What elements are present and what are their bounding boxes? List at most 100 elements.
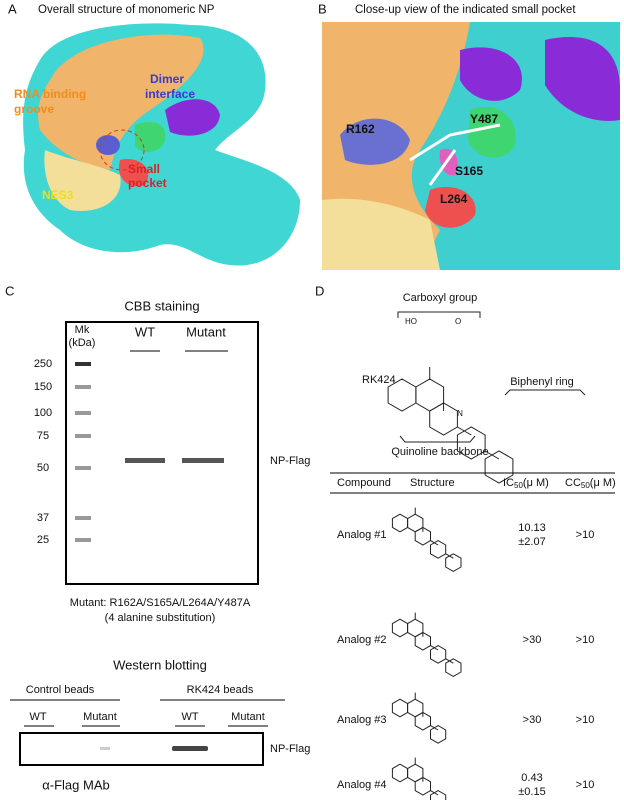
lane-label: Mutant	[83, 711, 117, 723]
band-label: NP-Flag	[270, 743, 310, 755]
region-label: pocket	[128, 176, 167, 190]
lane-label: WT	[181, 711, 198, 723]
marker-band	[75, 411, 91, 415]
surface-red	[425, 186, 476, 228]
region-label: groove	[14, 102, 54, 116]
note: (4 alanine substitution)	[105, 612, 216, 624]
annotation: Carboxyl group	[403, 292, 478, 304]
band-label: NP-Flag	[270, 455, 310, 467]
region-label: Dimer	[150, 72, 184, 86]
panel-title: Close-up view of the indicated small poc…	[355, 4, 576, 16]
table-header: Structure	[410, 477, 455, 489]
surface-purple	[165, 99, 220, 136]
table-body: Analog #1 10.13 ±2.07 >10 Analog #2 >30 >10 Ana…	[337, 507, 595, 800]
region-label: NES3	[42, 188, 74, 202]
ring	[429, 402, 458, 436]
protein-surface	[23, 23, 300, 266]
blot-title: CBB staining	[124, 298, 199, 313]
panel-letter: C	[5, 283, 14, 298]
marker-band	[75, 434, 91, 438]
compound-name: Analog #4	[337, 779, 387, 791]
lane-label: Mutant	[231, 711, 265, 723]
ic50-value: 10.13	[518, 522, 546, 534]
surface-yellow	[322, 198, 440, 270]
ring	[414, 526, 431, 546]
ic50-value: >30	[523, 634, 542, 646]
ring	[414, 711, 431, 731]
bracket	[397, 311, 481, 318]
lane-label: WT	[29, 711, 46, 723]
blot-title: Western blotting	[113, 657, 207, 672]
ic50-value: >30	[523, 714, 542, 726]
group-label: Control beads	[26, 684, 95, 696]
ring	[414, 776, 431, 796]
surface-green	[135, 121, 166, 152]
cc50-value: >10	[576, 634, 595, 646]
ring	[391, 698, 409, 718]
marker-band	[75, 385, 91, 389]
band	[172, 746, 208, 751]
table-header: Compound	[337, 477, 391, 489]
marker-size: 100	[34, 407, 52, 419]
atom: O	[455, 317, 461, 326]
lane-label: WT	[135, 324, 155, 339]
annotation: Quinoline backbone	[391, 446, 488, 458]
ring	[430, 725, 447, 744]
surface-purple	[460, 47, 522, 101]
surface-pink	[439, 149, 458, 176]
ic50-value: ±0.15	[518, 786, 545, 798]
pocket-circle	[99, 129, 145, 171]
ring	[445, 658, 462, 677]
ic50-value: 0.43	[521, 772, 542, 784]
region-label: Small	[128, 162, 160, 176]
analog-structure	[391, 507, 462, 572]
ring	[391, 513, 409, 533]
ring	[456, 426, 486, 460]
marker-size: 150	[34, 381, 52, 393]
compound-name: Analog #3	[337, 714, 387, 726]
ring	[391, 763, 409, 783]
panel-letter: A	[8, 1, 17, 16]
analog-structure	[391, 612, 462, 677]
marker-band	[75, 516, 91, 520]
compound-name: Analog #1	[337, 529, 387, 541]
table-header: IC50(μ M)	[503, 477, 549, 490]
marker-band	[75, 538, 91, 542]
bracket	[399, 435, 476, 443]
residue-label: S165	[455, 164, 483, 178]
closeup-surface	[322, 22, 620, 270]
analog-structure	[391, 757, 447, 800]
surface-green	[468, 106, 516, 158]
surface-blue	[96, 135, 120, 155]
blot	[19, 732, 264, 766]
note: Mutant: R162A/S165A/L264A/Y487A	[70, 597, 251, 609]
group-label: RK424 beads	[187, 684, 254, 696]
surface-purple	[545, 37, 620, 121]
ring	[415, 378, 445, 412]
marker-band	[75, 466, 91, 470]
ring	[445, 553, 462, 572]
atom: HO	[405, 317, 417, 326]
antibody-label: α-Flag MAb	[42, 777, 109, 792]
analog-structure	[391, 692, 447, 744]
table-header: CC50(μ M)	[565, 477, 616, 490]
panel-letter: B	[318, 1, 327, 16]
ring	[484, 450, 514, 484]
ring	[430, 540, 447, 559]
marker-header: Mk	[75, 324, 90, 336]
panel-letter: D	[315, 283, 324, 298]
bracket	[504, 389, 586, 396]
surface-orange	[38, 34, 204, 170]
ic50-value: ±2.07	[518, 536, 545, 548]
marker-size: 37	[37, 512, 49, 524]
compound-name: Analog #2	[337, 634, 387, 646]
region-label: interface	[145, 87, 195, 101]
marker-size: 75	[37, 430, 49, 442]
lane-label: Mutant	[186, 324, 226, 339]
atom: N	[457, 409, 463, 418]
marker-band	[75, 362, 91, 366]
cc50-value: >10	[576, 779, 595, 791]
marker-size: 50	[37, 462, 49, 474]
surface-red	[119, 159, 149, 187]
